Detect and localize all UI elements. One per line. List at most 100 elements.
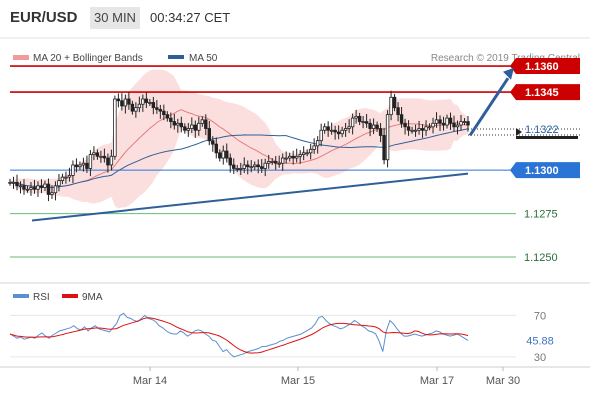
candle-body [445,117,449,126]
candle-body [85,162,89,169]
candle-body [183,126,187,131]
candle-body [81,162,86,166]
candle-body [340,129,344,135]
candle-body [448,117,453,124]
level-label-1-1275: 1.1275 [524,209,558,221]
rsi-tick-70: 70 [534,310,546,322]
candles [8,90,470,202]
rsi-legend-swatch [13,294,29,298]
ma50-legend-swatch [168,55,184,59]
rsi-tick-30: 30 [534,352,546,364]
candle-body [179,122,184,128]
candle-body [274,161,278,164]
candle-body [455,124,460,128]
candle-body [162,110,166,116]
candle-body [385,114,390,161]
candle-body [197,122,201,131]
candle-body [64,176,68,179]
time-axis: Mar 14 Mar 15 Mar 17 Mar 30 [133,367,520,387]
candle-body [284,157,288,160]
ma20-legend-swatch [13,55,29,60]
level-tag-1-1345 [510,84,580,101]
candle-body [375,124,379,129]
last-price-underline [516,135,578,139]
candle-body [78,164,82,168]
level-label-1-1345: 1.1345 [525,87,559,99]
candle-body [155,107,159,110]
x-tick-label: Mar 30 [486,375,520,387]
rsi-legend-label: RSI [33,292,50,303]
candle-body [333,129,337,133]
candle-body [431,122,435,128]
candle-body [260,166,264,169]
candle-body [60,176,65,181]
candle-body [253,164,257,168]
candle-body [71,164,75,176]
candle-body [190,124,194,129]
candle-body [462,121,467,123]
rsi-ma9-line [9,317,469,354]
candle-body [242,164,246,169]
candle-body [403,122,407,128]
candle-body [218,152,222,159]
candle-body [389,96,393,116]
candle-body [246,164,250,168]
candle-body [102,155,107,159]
annotations: 1.1322 [468,67,580,139]
candle-body [368,122,372,129]
candle-body [113,98,117,157]
last-price-pointer [516,127,522,136]
candle-body [438,119,442,124]
candle-body [326,126,330,131]
candle-body [18,185,23,188]
candle-body [399,114,404,124]
candle-body [459,121,463,126]
candle-body [29,187,33,190]
candle-body [50,192,54,195]
projection-arrow-head [503,67,514,80]
candle-body [225,150,229,159]
candle-body [294,155,299,159]
candle-body [11,181,16,184]
candle-body [322,126,327,131]
candle-body [270,161,274,163]
ma9-legend-swatch [62,294,78,298]
candle-body [211,140,215,145]
level-tag-1-1300 [510,162,580,179]
candle-body [301,152,306,155]
level-label-1-1300: 1.1300 [525,165,559,177]
candle-body [200,119,204,124]
candle-body [53,185,58,194]
candle-body [67,174,72,178]
level-label-1-1360: 1.1360 [525,61,559,73]
candle-body [22,185,26,190]
candle-body [8,181,12,184]
candle-body [267,161,271,164]
rsi-line [9,312,469,358]
candle-body [434,119,439,124]
ma20-legend-label: MA 20 + Bollinger Bands [33,53,143,64]
timeframe-button[interactable]: 30 MIN [90,7,140,29]
candle-body [137,103,142,109]
ma9-legend-label: 9MA [82,292,103,303]
bollinger-band [10,69,468,209]
rsi-last-value: 45.88 [526,335,554,347]
ma50-line [10,128,469,188]
candle-body [165,114,170,119]
candle-body [57,180,61,187]
indicator-lines [10,109,469,222]
candle-body [291,155,295,159]
candle-body [354,115,358,119]
candle-body [106,157,110,166]
candle-body [214,143,218,154]
candle-body [424,126,428,131]
candle-body [32,187,37,190]
symbol-title: EUR/USD [10,9,78,26]
candle-body [281,157,285,164]
candle-body [130,103,135,112]
candle-body [151,102,156,109]
ascending-trendline [31,172,469,222]
copyright-label: Research © 2019 Trading Central [431,53,580,64]
candle-body [204,119,208,129]
